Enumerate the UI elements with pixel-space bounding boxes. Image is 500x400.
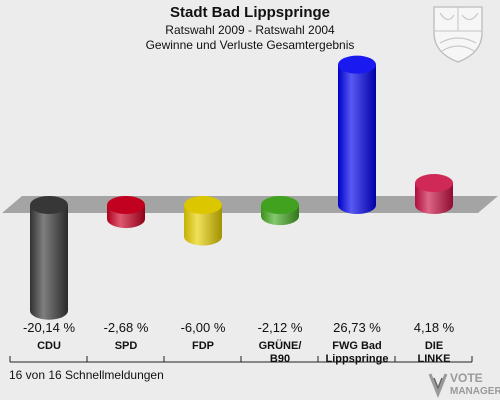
chart-subtitle-comparison: Ratswahl 2009 - Ratswahl 2004 bbox=[165, 23, 335, 37]
category-label-line: CDU bbox=[37, 340, 61, 352]
value-label-fwg-bad-lippspringe: 26,73 % bbox=[333, 320, 381, 335]
bar-body-fwg-bad-lippspringe bbox=[338, 64, 376, 214]
category-label-fdp: FDP bbox=[165, 340, 241, 353]
category-label-line: Lippspringe bbox=[325, 353, 389, 365]
bar-die-linke bbox=[415, 174, 453, 214]
category-label-line: FWG Bad bbox=[332, 340, 382, 352]
bar-top-gr-ne-b90 bbox=[261, 196, 299, 214]
category-label-line: GRÜNE/ bbox=[258, 340, 302, 352]
chart-subtitle-description: Gewinne und Verluste Gesamtergebnis bbox=[145, 38, 355, 52]
bar-top-fwg-bad-lippspringe bbox=[338, 55, 376, 74]
category-label-cdu: CDU bbox=[11, 340, 87, 353]
bar-body-fdp bbox=[184, 205, 222, 246]
bar-cdu bbox=[30, 196, 68, 320]
category-label-line: FDP bbox=[192, 340, 214, 352]
category-label-line: SPD bbox=[114, 340, 138, 352]
category-label-line: LINKE bbox=[417, 353, 451, 365]
bar-spd bbox=[107, 196, 145, 229]
value-label-fdp: -6,00 % bbox=[180, 320, 226, 335]
category-label-spd: SPD bbox=[88, 340, 164, 353]
svg-text:VOTE: VOTE bbox=[450, 371, 483, 385]
bar-top-spd bbox=[107, 196, 145, 214]
bar-top-fdp bbox=[184, 196, 222, 214]
chart-title: Stadt Bad Lippspringe bbox=[169, 4, 330, 21]
report-count-note: 16 von 16 Schnellmeldungen bbox=[9, 368, 164, 382]
bar-fdp bbox=[184, 196, 222, 246]
bar-fwg-bad-lippspringe bbox=[338, 55, 376, 214]
value-label-die-linke: 4,18 % bbox=[413, 320, 455, 335]
value-label-gr-ne-b90: -2,12 % bbox=[257, 320, 303, 335]
bar-top-die-linke bbox=[415, 174, 453, 193]
category-label-fwg-bad-lippspringe: FWG Bad Lippspringe bbox=[319, 340, 395, 366]
bar-gr-ne-b90 bbox=[261, 196, 299, 226]
category-label-line: B90 bbox=[269, 353, 291, 365]
bar-body-cdu bbox=[30, 205, 68, 320]
category-label-die-linke: DIE LINKE bbox=[396, 340, 472, 366]
value-label-cdu: -20,14 % bbox=[22, 320, 76, 335]
votemanager-logo: VOTE MANAGER bbox=[428, 371, 500, 398]
bar-top-cdu bbox=[30, 196, 68, 214]
coat-of-arms-icon bbox=[433, 6, 483, 63]
category-label-gr-ne-b90: GRÜNE/B90 bbox=[242, 340, 318, 366]
category-label-line: DIE bbox=[424, 340, 444, 352]
value-label-spd: -2,68 % bbox=[103, 320, 149, 335]
svg-text:MANAGER: MANAGER bbox=[450, 386, 500, 397]
